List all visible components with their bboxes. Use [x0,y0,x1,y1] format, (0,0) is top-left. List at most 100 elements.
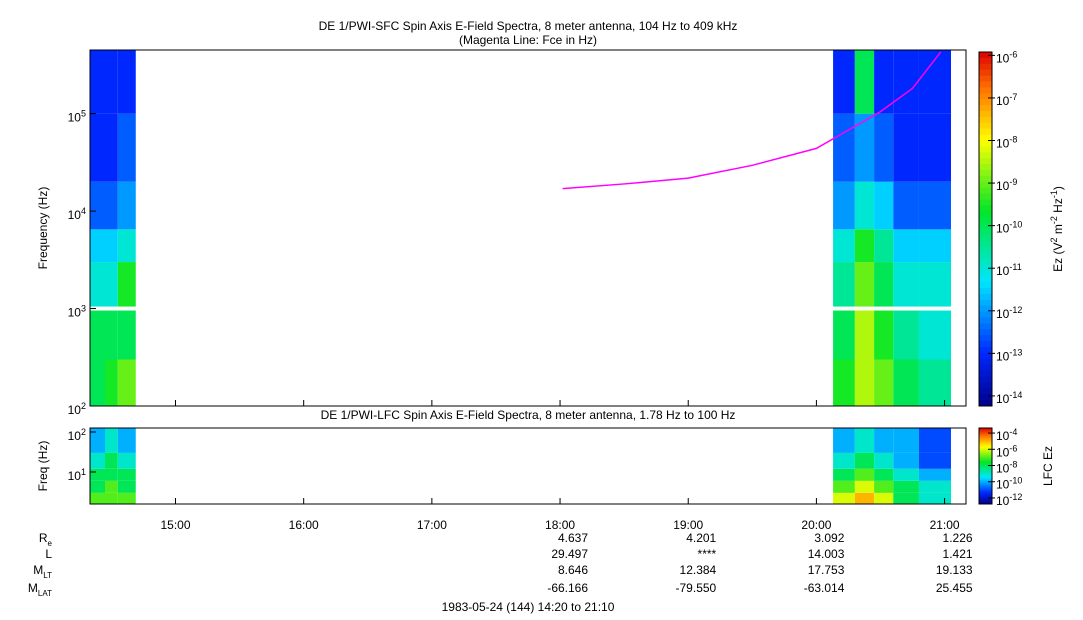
colorbar-segment [979,93,992,100]
colorbar-segment [979,211,992,218]
cell [90,113,105,182]
cell [117,181,136,230]
cell [104,480,118,493]
tick-label: 10-8 [996,135,1017,151]
cell [918,492,952,504]
colorbar-segment [979,495,992,497]
tick-exp: 5 [81,109,86,119]
colorbar-segment [979,388,992,395]
cell [833,452,855,469]
cell [918,113,952,182]
tick-exp: -6 [1009,49,1017,59]
tick-base: 10 [68,306,82,320]
colorbar-segment [979,146,992,153]
row-label: L [45,547,52,561]
colorbar-segment [979,293,992,301]
colorbar-label: Ez (V2 m-2 Hz-1) [1049,186,1065,272]
label-part: Hz [1051,198,1065,216]
cell [90,308,105,360]
colorbar-segment [979,394,992,401]
colorbar-segment [979,457,992,459]
colorbar-segment [979,486,992,489]
tick-base: 10 [996,462,1010,476]
cell [918,308,952,360]
row-label-main: M [28,581,38,595]
colorbar-segment [979,492,992,495]
colorbar-segment [979,52,992,59]
colorbar-segment [979,234,992,242]
colorbar-segment [979,487,992,490]
colorbar-segment [979,364,992,372]
tick-label: 103 [68,304,86,320]
tick-base: 10 [68,429,82,443]
tick-label: 10-10 [996,476,1022,492]
cell [833,113,855,182]
colorbar-segment [979,479,992,482]
row-value: 4.637 [558,531,588,545]
colorbar-segment [979,152,992,159]
tick-label: 104 [68,206,86,222]
tick-base: 10 [996,94,1010,108]
label-exp: 2 [1049,238,1059,243]
colorbar-segment [979,455,992,458]
colorbar-segment [979,57,992,65]
tick-label: 10-8 [996,460,1017,476]
x-tick-label: 16:00 [289,518,319,532]
label-exp: -1 [1049,190,1059,198]
tick-exp: -10 [1009,476,1022,486]
tick-exp: -8 [1009,135,1017,145]
cell [874,468,894,481]
cell [854,50,875,114]
tick-label: 10-6 [996,443,1017,459]
colorbar-segment [979,75,992,82]
row-value: 17.753 [808,563,845,577]
colorbar-segment [979,288,992,295]
cell [893,308,919,360]
x-tick-label: 21:00 [930,518,960,532]
row-label-sub: LAT [38,589,52,598]
cell [854,428,875,453]
cell [833,428,855,453]
y-axis-label: Frequency (Hz) [36,187,50,270]
row-value: -66.166 [547,581,588,595]
colorbar-segment [979,478,992,481]
colorbar-segment [979,140,992,147]
colorbar-segment [979,464,992,467]
colorbar-segment [979,299,992,307]
plot-frame [89,49,967,407]
tick-base: 10 [996,349,1010,363]
tick-base: 10 [996,429,1010,443]
tick-exp: -13 [1009,347,1022,357]
cell [90,452,105,469]
cell [104,181,118,230]
tick-label: 10-10 [996,220,1022,236]
cell [833,229,855,263]
colorbar-segment [979,497,992,500]
colorbar-segment [979,430,992,433]
colorbar-segment [979,81,992,88]
tick-base: 10 [996,307,1010,321]
row-label: MLAT [28,581,52,598]
cell [90,359,105,406]
cell [893,229,919,263]
colorbar-segment [979,329,992,336]
colorbar-segment [979,483,992,486]
colorbar-segment [979,498,992,501]
cell [918,428,952,453]
colorbar-segment [979,429,992,432]
cell [104,50,118,114]
cell [117,113,136,182]
tick-exp: -12 [1009,492,1022,502]
tick-base: 10 [68,403,82,417]
colorbar-segment [979,87,992,94]
row-value: 8.646 [558,563,588,577]
row-value: 3.092 [814,531,844,545]
colorbar-segment [979,452,992,454]
colorbar-segment [979,347,992,354]
colorbar-segment [979,128,992,136]
colorbar-segment [979,431,992,434]
tick-label: 10-12 [996,305,1022,321]
colorbar-segment [979,466,992,468]
tick-label: 10-4 [996,427,1017,443]
